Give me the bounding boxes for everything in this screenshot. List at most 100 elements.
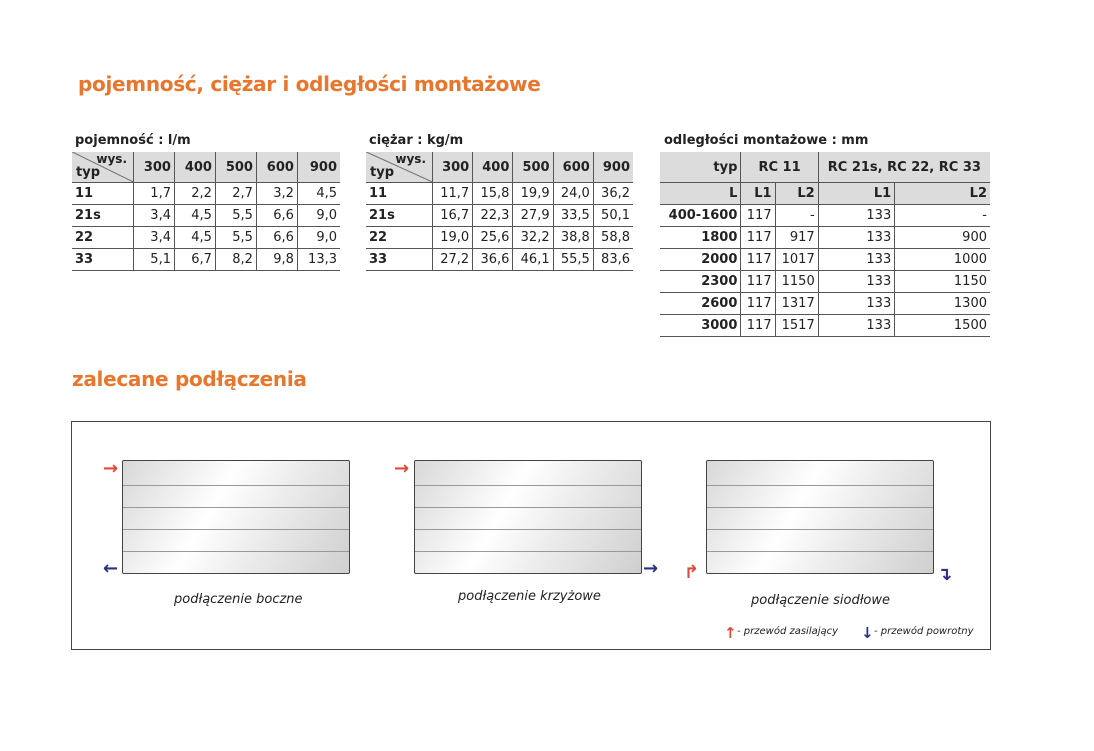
subheader: L — [660, 182, 741, 205]
table-cell: 1150 — [774, 270, 819, 293]
table-cell: 3,4 — [133, 226, 175, 249]
table-row: 2600 117 1317 133 1300 — [660, 292, 990, 315]
table-cell: 19,0 — [431, 226, 473, 249]
label-bottom: podłączenie siodłowe — [751, 593, 891, 608]
header-height: 500 — [214, 152, 257, 183]
row-length: 2000 — [660, 248, 741, 271]
table-cell: 55,5 — [552, 248, 594, 271]
weight-table: wys. typ 300 400 500 600 900 11 11,7 15,8 19,9 24,0… — [366, 152, 633, 271]
row-type: 33 — [366, 248, 433, 271]
table-cell: 5,5 — [214, 226, 257, 249]
table-cell: 27,2 — [431, 248, 473, 271]
radiator-bottom — [706, 460, 934, 574]
table-row: 3000 117 1517 133 1500 — [660, 314, 990, 337]
row-length: 1800 — [660, 226, 741, 249]
table-cell: 50,1 — [592, 204, 633, 227]
table-cell: 46,1 — [512, 248, 554, 271]
table-cell: 2,2 — [173, 182, 216, 205]
header-height: 900 — [296, 152, 340, 183]
supply-arrow-icon: → — [394, 458, 410, 479]
row-type: 11 — [72, 182, 134, 205]
table-cell: 133 — [817, 226, 895, 249]
table-cell: 1,7 — [133, 182, 175, 205]
table-cell: 117 — [740, 314, 776, 337]
table-cell: 33,5 — [552, 204, 594, 227]
table-cell: 11,7 — [431, 182, 473, 205]
table-cell: 133 — [817, 204, 895, 227]
table-cell: 917 — [774, 226, 819, 249]
table-row: 2000 117 1017 133 1000 — [660, 248, 990, 271]
header-type-label: typ — [76, 165, 100, 180]
table-cell: 1017 — [774, 248, 819, 271]
row-type: 11 — [366, 182, 433, 205]
row-length: 3000 — [660, 314, 741, 337]
row-type: 33 — [72, 248, 134, 271]
table-cell: 24,0 — [552, 182, 594, 205]
header-height: 300 — [431, 152, 473, 183]
header-height-label: wys. — [395, 152, 426, 166]
table-cell: 8,2 — [214, 248, 257, 271]
header-type-label: typ — [370, 165, 394, 180]
header-height: 400 — [173, 152, 216, 183]
connections-diagram — [71, 421, 991, 650]
header-height: 900 — [592, 152, 633, 183]
table-row: 2300 117 1150 133 1150 — [660, 270, 990, 293]
header-rc11: RC 11 — [740, 152, 819, 183]
table-cell: 27,9 — [512, 204, 554, 227]
table-cell: - — [894, 204, 990, 227]
subheader: L1 — [817, 182, 895, 205]
header-rc-others: RC 21s, RC 22, RC 33 — [817, 152, 990, 183]
table-row: 400-1600 117-133- — [660, 204, 990, 227]
row-length: 2600 — [660, 292, 741, 315]
row-type: 22 — [72, 226, 134, 249]
supply-legend-icon: ↑ — [724, 624, 737, 642]
table-cell: 19,9 — [512, 182, 554, 205]
header-typ: typ — [660, 152, 741, 183]
table-cell: 4,5 — [296, 182, 340, 205]
corner-header: wys. typ — [72, 152, 134, 183]
table-cell: 58,8 — [592, 226, 633, 249]
row-type: 21s — [366, 204, 433, 227]
table-cell: 1000 — [894, 248, 990, 271]
table-cell: 3,4 — [133, 204, 175, 227]
table-row: 11 1,7 2,2 2,7 3,2 4,5 — [72, 182, 340, 205]
radiator-cross — [414, 460, 642, 574]
table-cell: 32,2 — [512, 226, 554, 249]
table-cell: 36,6 — [472, 248, 513, 271]
subheader: L2 — [774, 182, 819, 205]
table-cell: 6,7 — [173, 248, 216, 271]
table-row: 21s 16,7 22,3 27,9 33,5 50,1 — [366, 204, 633, 227]
return-arrow-icon: ← — [103, 558, 119, 579]
distances-table: typ RC 11 RC 21s, RC 22, RC 33 L L1 L2 L1 L2 4… — [660, 152, 990, 337]
supply-arrow-icon: → — [103, 458, 119, 479]
table-row: 1800 117 917 133 900 — [660, 226, 990, 249]
legend-supply: - przewód zasilający — [737, 626, 839, 637]
table-cell: 1517 — [774, 314, 819, 337]
header-height-label: wys. — [96, 152, 127, 166]
table-row: 21s 3,4 4,5 5,5 6,6 9,0 — [72, 204, 340, 227]
weight-caption: ciężar : kg/m — [369, 133, 464, 148]
table-cell: 38,8 — [552, 226, 594, 249]
return-arrow-icon: → — [643, 558, 659, 579]
row-type: 22 — [366, 226, 433, 249]
label-cross: podłączenie krzyżowe — [458, 589, 601, 604]
header-height: 500 — [512, 152, 554, 183]
supply-arrow-icon: ↱ — [684, 562, 700, 583]
table-cell: 5,5 — [214, 204, 257, 227]
table-cell: 4,5 — [173, 204, 216, 227]
table-cell: 9,8 — [255, 248, 298, 271]
row-type: 21s — [72, 204, 134, 227]
table-cell: 15,8 — [472, 182, 513, 205]
table-cell: 133 — [817, 314, 895, 337]
header-height: 600 — [552, 152, 594, 183]
section-title-connections: zalecane podłączenia — [72, 367, 307, 391]
table-cell: 900 — [894, 226, 990, 249]
header-height: 300 — [133, 152, 175, 183]
legend-return: - przewód powrotny — [874, 626, 974, 637]
radiator-side — [122, 460, 350, 574]
table-row: 33 27,2 36,6 46,1 55,5 83,6 — [366, 248, 633, 271]
header-height: 600 — [255, 152, 298, 183]
table-cell: - — [774, 204, 819, 227]
table-cell: 1317 — [774, 292, 819, 315]
table-cell: 133 — [817, 292, 895, 315]
